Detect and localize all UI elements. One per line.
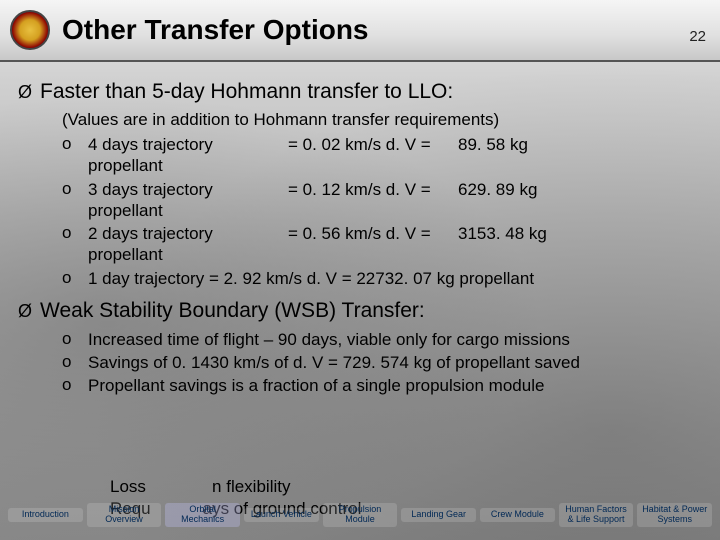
wsb-item-0: o Increased time of flight – 90 days, vi… — [62, 329, 702, 350]
traj-3-full: 1 day trajectory = 2. 92 km/s d. V = 227… — [88, 269, 534, 288]
slide-content: Ø Faster than 5-day Hohmann transfer to … — [0, 62, 720, 397]
traj-2-label: 2 days trajectory — [88, 223, 288, 244]
traj-2-suffix: propellant — [88, 244, 702, 265]
slide-header: Other Transfer Options 22 — [0, 0, 720, 62]
wsb-item-2: o Propellant savings is a fraction of a … — [62, 375, 702, 396]
circle-bullet-icon: o — [62, 179, 88, 222]
traj-item-1: o 3 days trajectory = 0. 12 km/s d. V = … — [62, 179, 702, 222]
wsb-1-text: Savings of 0. 1430 km/s of d. V = 729. 5… — [88, 352, 702, 373]
traj-0-label: 4 days trajectory — [88, 134, 288, 155]
nav-propulsion-module[interactable]: Propulsion Module — [323, 503, 398, 527]
traj-item-2: o 2 days trajectory = 0. 56 km/s d. V = … — [62, 223, 702, 266]
traj-item-0: o 4 days trajectory = 0. 02 km/s d. V = … — [62, 134, 702, 177]
traj-0-dv: = 0. 02 km/s d. V = — [288, 134, 458, 155]
arrow-bullet-icon: Ø — [18, 82, 32, 103]
traj-1-dv: = 0. 12 km/s d. V = — [288, 179, 458, 200]
wsb-2-text: Propellant savings is a fraction of a si… — [88, 375, 702, 396]
nav-orbital-mechanics[interactable]: Orbital Mechanics — [165, 503, 240, 527]
section-1-heading: Ø Faster than 5-day Hohmann transfer to … — [18, 80, 702, 104]
traj-1-mass: 629. 89 kg — [458, 179, 537, 200]
circle-bullet-icon: o — [62, 375, 88, 396]
circle-bullet-icon: o — [62, 329, 88, 350]
wsb-item-1: o Savings of 0. 1430 km/s of d. V = 729.… — [62, 352, 702, 373]
nav-crew-module[interactable]: Crew Module — [480, 508, 555, 522]
circle-bullet-icon: o — [62, 134, 88, 177]
nav-landing-gear[interactable]: Landing Gear — [401, 508, 476, 522]
nav-mission-overview[interactable]: Mission Overview — [87, 503, 162, 527]
traj-item-3: o 1 day trajectory = 2. 92 km/s d. V = 2… — [62, 268, 702, 289]
section-2-heading: Ø Weak Stability Boundary (WSB) Transfer… — [18, 299, 702, 323]
traj-1-suffix: propellant — [88, 200, 702, 221]
circle-bullet-icon: o — [62, 352, 88, 373]
section-1-note: (Values are in addition to Hohmann trans… — [62, 110, 702, 130]
section-2-heading-text: Weak Stability Boundary (WSB) Transfer: — [40, 299, 425, 323]
traj-0-suffix: propellant — [88, 155, 702, 176]
nav-launch-vehicle[interactable]: Launch Vehicle — [244, 508, 319, 522]
page-number: 22 — [689, 28, 706, 45]
umd-logo-icon — [10, 10, 50, 50]
circle-bullet-icon: o — [62, 223, 88, 266]
slide-title: Other Transfer Options — [62, 14, 369, 46]
traj-2-dv: = 0. 56 km/s d. V = — [288, 223, 458, 244]
bottom-nav: Introduction Mission Overview Orbital Me… — [0, 494, 720, 536]
traj-1-label: 3 days trajectory — [88, 179, 288, 200]
circle-bullet-icon: o — [62, 268, 88, 289]
nav-introduction[interactable]: Introduction — [8, 508, 83, 522]
traj-0-mass: 89. 58 kg — [458, 134, 528, 155]
arrow-bullet-icon: Ø — [18, 301, 32, 322]
traj-2-mass: 3153. 48 kg — [458, 223, 547, 244]
wsb-0-text: Increased time of flight – 90 days, viab… — [88, 329, 702, 350]
section-1-heading-text: Faster than 5-day Hohmann transfer to LL… — [40, 80, 453, 104]
nav-habitat-power[interactable]: Habitat & Power Systems — [637, 503, 712, 527]
nav-human-factors[interactable]: Human Factors & Life Support — [559, 503, 634, 527]
